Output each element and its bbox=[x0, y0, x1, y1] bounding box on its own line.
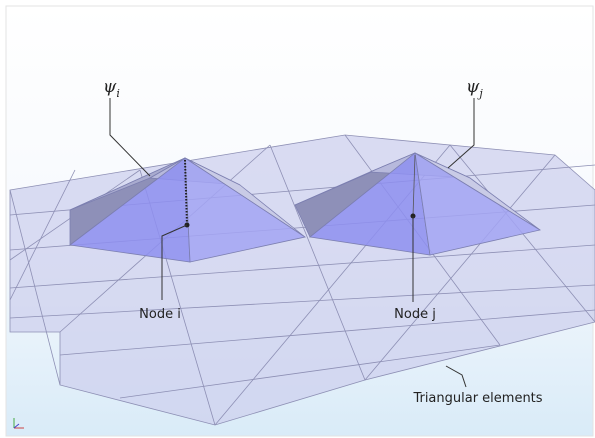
pyramid-i bbox=[68, 157, 307, 263]
psi-i-label: ψi bbox=[103, 77, 120, 100]
pyramid-j bbox=[294, 152, 542, 256]
node-j-label: Node j bbox=[394, 307, 436, 322]
axis-triad bbox=[13, 418, 24, 429]
mesh-label: Triangular elements bbox=[412, 391, 542, 406]
node-i-leader bbox=[161, 224, 188, 300]
node-i-label: Node i bbox=[139, 307, 181, 322]
node-i-stem bbox=[184, 159, 188, 226]
psi-j-leader bbox=[447, 98, 475, 169]
node-j-stem bbox=[412, 154, 416, 217]
psi-j-label: ψj bbox=[466, 77, 483, 100]
psi-i-leader bbox=[109, 98, 151, 177]
mesh-leader bbox=[445, 365, 467, 388]
